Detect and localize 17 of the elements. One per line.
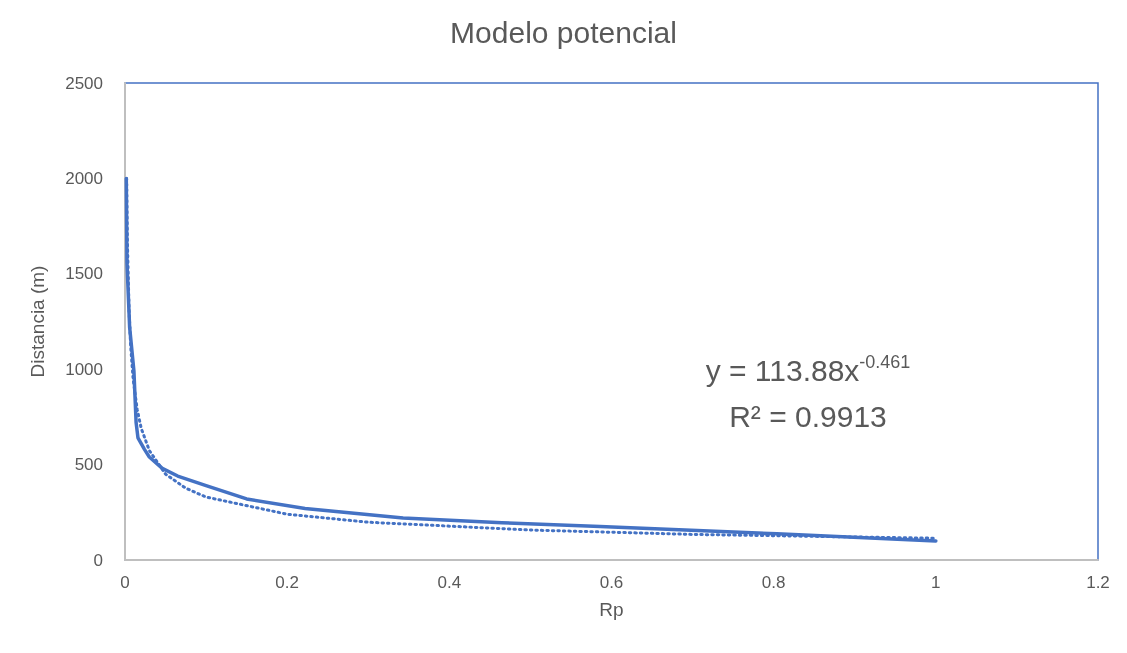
- y-tick-label: 1000: [65, 359, 103, 379]
- x-tick-label: 0.6: [599, 573, 624, 592]
- x-tick-label: 1.2: [1086, 573, 1110, 592]
- annotation: R² = 0.9913: [729, 399, 887, 433]
- x-tick-label: 0: [120, 573, 130, 592]
- x-tick-label: 0.4: [437, 573, 462, 592]
- x-tick-label: 0.2: [275, 573, 299, 592]
- x-tick-label: 0.8: [761, 573, 786, 592]
- y-tick-label: 2500: [65, 73, 103, 93]
- x-axis-title: Rp: [599, 599, 624, 620]
- y-tick-label: 2000: [65, 168, 103, 188]
- x-tick-label: 1: [931, 573, 941, 592]
- y-tick-label: 0: [93, 550, 103, 570]
- y-tick-label: 1500: [65, 264, 103, 284]
- y-axis-title: Distancia (m): [27, 265, 48, 378]
- chart-title: Modelo potencial: [450, 15, 677, 49]
- y-tick-label: 500: [74, 455, 103, 475]
